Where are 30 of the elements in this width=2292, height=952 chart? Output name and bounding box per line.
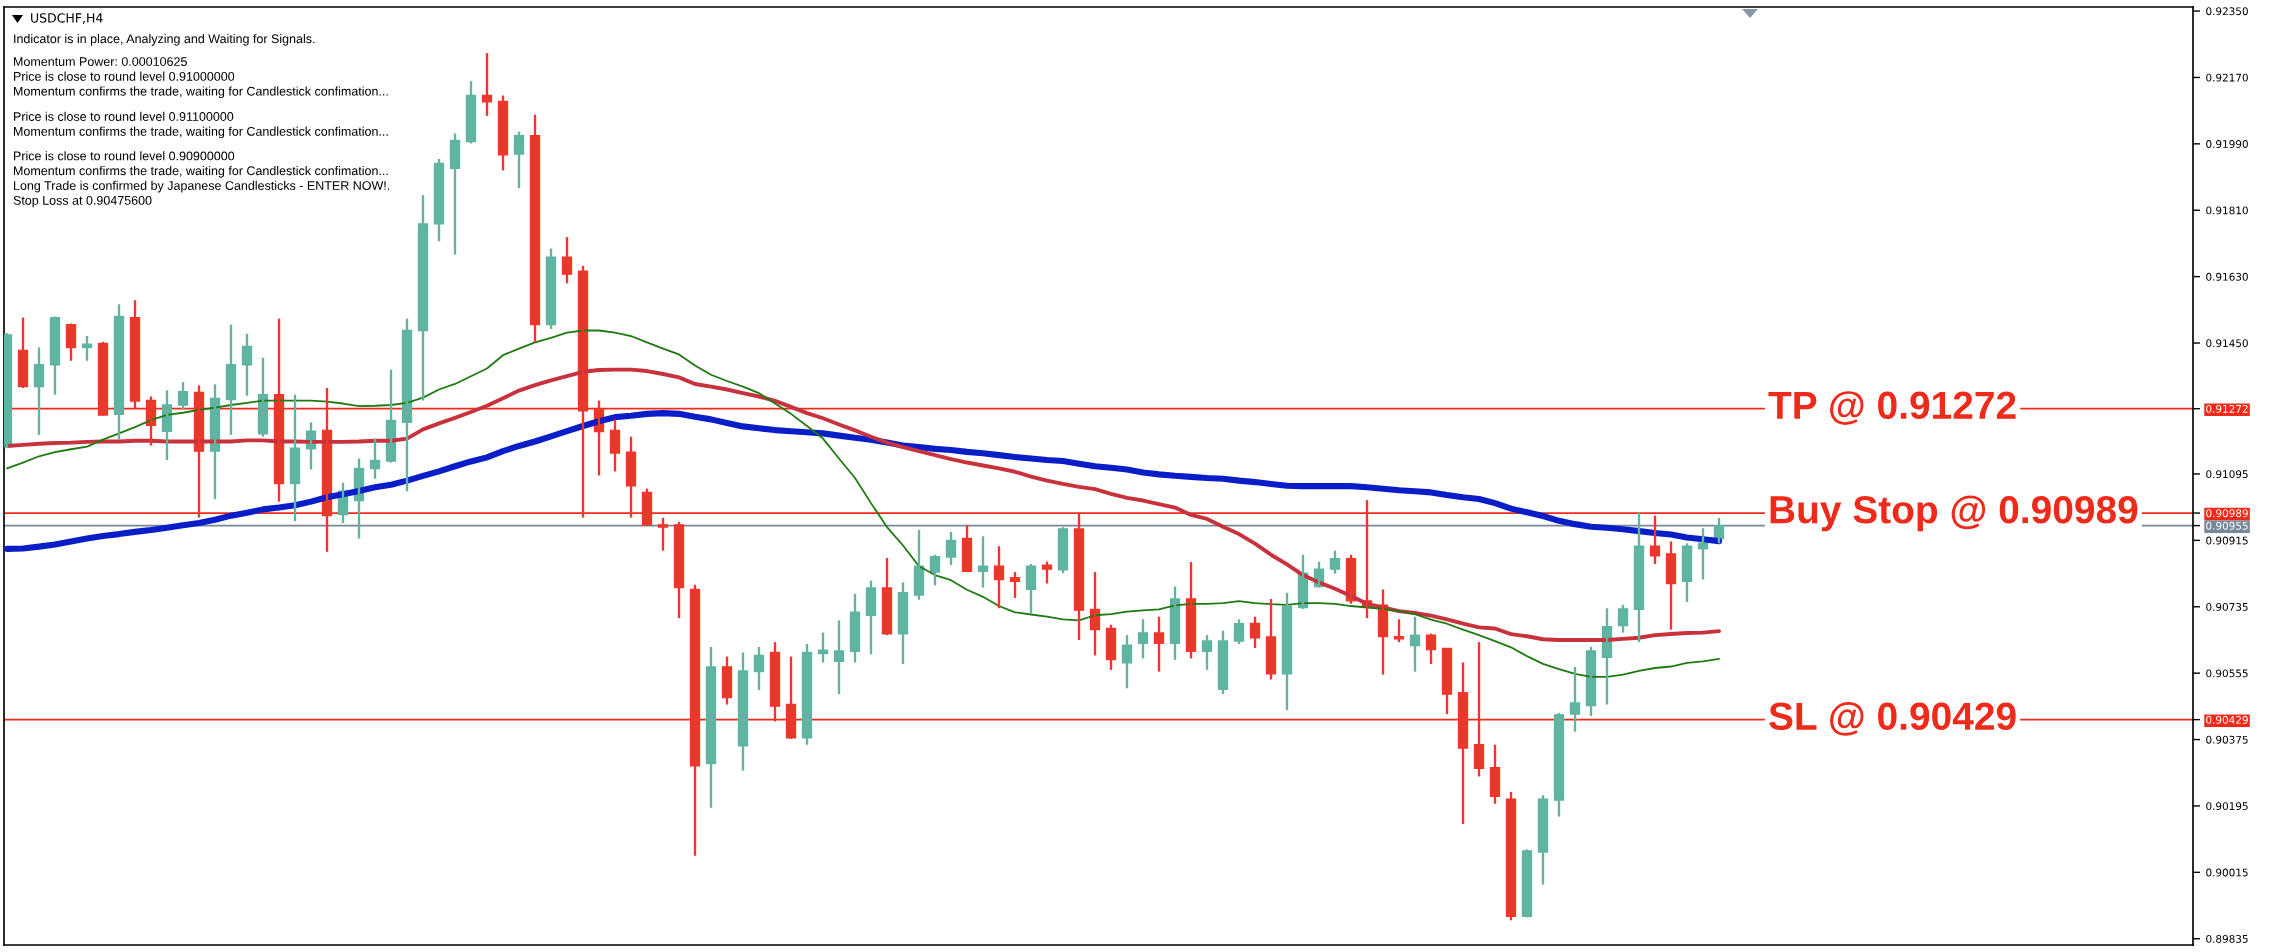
annotation: Momentum Power: 0.00010625 Price is close to round level 0.91000000 Momentum confirms the trade, waiting for Candlestick confimation...	[14, 57, 388, 99]
y-tick-label: 0.91990	[2206, 140, 2248, 148]
y-tick-label: 0.89835	[2206, 934, 2248, 943]
chart-title: USDCHF,H4	[31, 13, 103, 24]
y-tick-label: 0.90429	[2206, 715, 2248, 724]
y-tick-label: 0.92350	[2206, 7, 2248, 16]
y-tick-label: 0.91095	[2206, 470, 2248, 479]
y-tick-label: 0.90915	[2206, 536, 2248, 545]
y-tick-label: 0.91630	[2206, 272, 2248, 281]
ref-line-label: Buy Stop @ 0.90989	[1770, 495, 2138, 532]
y-tick-label: 0.90735	[2206, 602, 2248, 611]
y-tick-label: 0.90375	[2206, 735, 2248, 744]
y-tick-label: 0.91272	[2206, 404, 2248, 413]
ref-line-label: TP @ 0.91272	[1768, 391, 2016, 425]
ref-line-label: SL @ 0.90429	[1769, 702, 2016, 736]
y-tick-label: 0.91810	[2206, 206, 2248, 215]
annotation: Price is close to round level 0.91100000 Momentum confirms the trade, waiting for Candlestick confimation...	[14, 111, 388, 139]
annotation: Price is close to round level 0.90900000 Momentum confirms the trade, waiting for Candlestick confimation... Long Trade is confirmed by Japanese Candlesticks - ENTER NOW!. Stop Loss at 0.90475600	[13, 151, 390, 208]
y-tick-label: 0.90555	[2206, 669, 2248, 678]
candlestick	[657, 516, 669, 552]
y-tick-label: 0.90015	[2206, 868, 2248, 877]
line-series	[5, 367, 1721, 642]
candlestick	[1393, 618, 1405, 644]
line-series	[6, 329, 1720, 678]
y-tick-label: 0.92170	[2206, 73, 2248, 82]
annotation: Indicator is in place, Analyzing and Waiting for Signals.	[14, 34, 315, 46]
y-tick-label: 0.91450	[2206, 339, 2248, 348]
y-tick-label: 0.90195	[2206, 802, 2248, 811]
y-tick-label: 0.90989	[2206, 509, 2248, 518]
y-tick-label: 0.90955	[2206, 521, 2248, 530]
